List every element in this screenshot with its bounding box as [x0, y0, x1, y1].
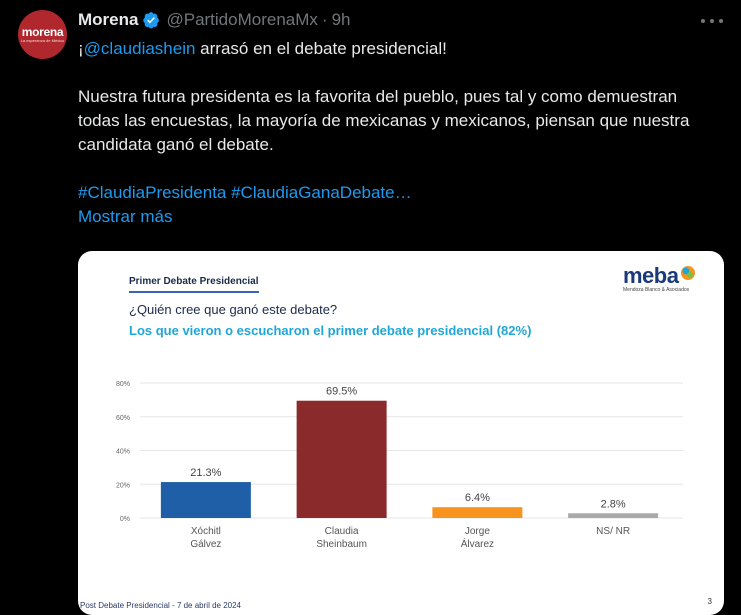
avatar-logo-sub: La esperanza de México [20, 38, 65, 43]
bar-value-label: 6.4% [465, 492, 490, 504]
handle[interactable]: @PartidoMorenaMx [166, 10, 318, 29]
bar [432, 507, 523, 518]
bar-chart: 0% 20% 40% 60% 80% 21.3% Xóchitl Gálvez 69.5% Cla… [116, 381, 683, 550]
x-tick-label: Sheinbaum [316, 539, 367, 550]
x-tick-label: Álvarez [461, 537, 494, 550]
meba-tag: Mendoza Blanco & Asociados [623, 287, 690, 293]
more-dot-icon [710, 19, 714, 23]
y-tick-label: 60% [116, 415, 130, 422]
display-name[interactable]: Morena [78, 10, 139, 29]
y-tick-label: 40% [116, 449, 130, 456]
y-tick-label: 0% [120, 516, 130, 523]
more-dot-icon [719, 19, 723, 23]
x-tick-label: Xóchitl [191, 526, 221, 537]
show-more-link[interactable]: Mostrar más [78, 207, 173, 226]
y-tick-label: 20% [116, 482, 130, 489]
time-separator: · [321, 10, 328, 29]
mention-link[interactable]: @claudiashein [83, 39, 196, 58]
meba-mark-icon [681, 266, 696, 280]
card-footer: Post Debate Presidencial - 7 de abril de… [80, 601, 241, 610]
more-options-icon[interactable] [701, 12, 723, 30]
bar [296, 400, 387, 518]
x-tick-label: Gálvez [190, 539, 221, 550]
tweet-header: Morena @PartidoMorenaMx · 9h [78, 10, 351, 30]
card-subtitle: Los que vieron o escucharon el primer de… [129, 323, 532, 338]
x-tick-label: Claudia [325, 526, 359, 537]
bar [568, 513, 659, 518]
avatar[interactable]: morena La esperanza de México [18, 10, 67, 59]
hashtags-link[interactable]: #ClaudiaPresidenta #ClaudiaGanaDebate… [78, 183, 412, 202]
meba-brand: meba [623, 263, 679, 288]
bar-value-label: 2.8% [601, 498, 626, 510]
avatar-logo-word: morena [21, 25, 64, 39]
more-dot-icon [701, 19, 705, 23]
y-tick-label: 80% [116, 381, 130, 388]
bar [160, 482, 251, 518]
card-question: ¿Quién cree que ganó este debate? [129, 302, 338, 317]
x-tick-label: NS/ NR [596, 526, 630, 537]
line1-suffix: arrasó en el debate presidencial! [195, 39, 447, 58]
verified-badge-icon [143, 12, 160, 29]
card-title: Primer Debate Presidencial [129, 276, 259, 293]
media-card[interactable]: Primer Debate Presidencial meba Mendoza … [78, 251, 724, 615]
page-number: 3 [707, 597, 712, 606]
line1-prefix: ¡ [78, 39, 84, 58]
tweet-text: ¡@claudiashein arrasó en el debate presi… [78, 37, 718, 229]
bar-value-label: 69.5% [326, 386, 357, 398]
x-tick-label: Jorge [465, 526, 490, 537]
meba-logo: meba Mendoza Blanco & Asociados [623, 263, 696, 293]
bar-value-label: 21.3% [190, 467, 221, 479]
tweet-paragraph: Nuestra futura presidenta es la favorita… [78, 87, 690, 154]
timestamp[interactable]: 9h [331, 10, 351, 29]
